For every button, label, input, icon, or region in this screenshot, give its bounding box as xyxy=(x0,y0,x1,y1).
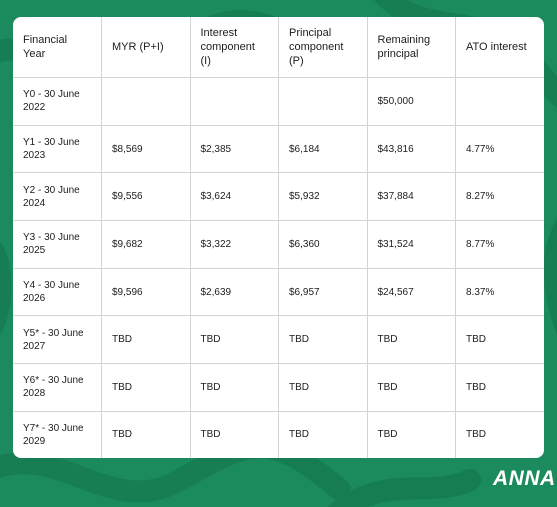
table-cell: $3,322 xyxy=(189,220,279,269)
table-cell: TBD xyxy=(189,363,279,412)
table-cell: TBD xyxy=(278,410,368,458)
table-cell: $9,596 xyxy=(101,267,191,317)
header-cell: Financial Year xyxy=(13,17,102,78)
table-cell: TBD xyxy=(278,363,368,412)
table-cell: TBD xyxy=(366,315,456,365)
table-cell: TBD xyxy=(455,410,544,458)
table-cell: TBD xyxy=(101,315,191,365)
table-row: Y3 - 30 June 2025 $9,682 $3,322 $6,360 $31,5… xyxy=(13,220,544,269)
table-cell: Y3 - 30 June 2025 xyxy=(13,220,102,269)
table-cell xyxy=(101,77,191,126)
table-cell: $43,816 xyxy=(366,124,456,174)
table-cell: $9,682 xyxy=(101,220,191,269)
table-cell: TBD xyxy=(366,363,456,412)
table-cell xyxy=(455,77,544,126)
table-cell: $5,932 xyxy=(278,172,368,222)
table-cell: $8,569 xyxy=(101,124,191,174)
table-cell: $3,624 xyxy=(189,172,279,222)
table-cell: Y2 - 30 June 2024 xyxy=(13,172,102,222)
table-cell: $2,639 xyxy=(189,267,279,317)
wave xyxy=(328,469,481,507)
table-cell xyxy=(278,77,368,126)
table-cell: TBD xyxy=(101,363,191,412)
table-cell: Y4 - 30 June 2026 xyxy=(13,267,102,317)
table-cell: $6,360 xyxy=(278,220,368,269)
header-cell: Remaining principal xyxy=(366,17,456,78)
table-cell: $2,385 xyxy=(189,124,279,174)
table-row: Y5* - 30 June 2027 TBD TBD TBD TBD TBD xyxy=(13,315,544,365)
table-cell: $37,884 xyxy=(366,172,456,222)
table-cell: 4.77% xyxy=(455,124,544,174)
table-cell: 8.77% xyxy=(455,220,544,269)
table-cell: $24,567 xyxy=(366,267,456,317)
wave xyxy=(543,219,557,335)
table-cell: $6,957 xyxy=(278,267,368,317)
header-cell: Principal component (P) xyxy=(278,17,368,78)
table-panel: Financial Year MYR (P+I) Interest componen… xyxy=(13,17,544,458)
table-row: Y4 - 30 June 2026 $9,596 $2,639 $6,957 $24,5… xyxy=(13,267,544,317)
table-cell: TBD xyxy=(455,363,544,412)
table-cell: Y1 - 30 June 2023 xyxy=(13,124,102,174)
table-cell: $9,556 xyxy=(101,172,191,222)
table-cell: TBD xyxy=(189,410,279,458)
table-cell: Y5* - 30 June 2027 xyxy=(13,315,102,365)
header-row: Financial Year MYR (P+I) Interest componen… xyxy=(13,17,544,78)
logo: ANNA xyxy=(493,467,556,490)
header-cell: Interest component (I) xyxy=(189,17,279,78)
header-cell: MYR (P+I) xyxy=(101,17,191,78)
table-cell xyxy=(189,77,279,126)
table-cell: Y7* - 30 June 2029 xyxy=(13,410,102,458)
table-cell: Y6* - 30 June 2028 xyxy=(13,363,102,412)
table-row: Y7* - 30 June 2029 TBD TBD TBD TBD TBD xyxy=(13,410,544,458)
table-cell: TBD xyxy=(366,410,456,458)
table-cell: Y0 - 30 June 2022 xyxy=(13,77,102,126)
table-cell: $50,000 xyxy=(366,77,456,126)
table-cell: TBD xyxy=(101,410,191,458)
table-cell: $31,524 xyxy=(366,220,456,269)
table-row: Y0 - 30 June 2022 $50,000 xyxy=(13,77,544,126)
table-row: Y1 - 30 June 2023 $8,569 $2,385 $6,184 $43,8… xyxy=(13,124,544,174)
table-cell: $6,184 xyxy=(278,124,368,174)
table-cell: TBD xyxy=(455,315,544,365)
table: Financial Year MYR (P+I) Interest componen… xyxy=(13,17,544,458)
table-cell: 8.37% xyxy=(455,267,544,317)
table-cell: TBD xyxy=(278,315,368,365)
table-row: Y2 - 30 June 2024 $9,556 $3,624 $5,932 $37,8… xyxy=(13,172,544,222)
table-cell: TBD xyxy=(189,315,279,365)
header-cell: ATO interest xyxy=(455,17,544,78)
table-cell: 8.27% xyxy=(455,172,544,222)
table-row: Y6* - 30 June 2028 TBD TBD TBD TBD TBD xyxy=(13,363,544,412)
